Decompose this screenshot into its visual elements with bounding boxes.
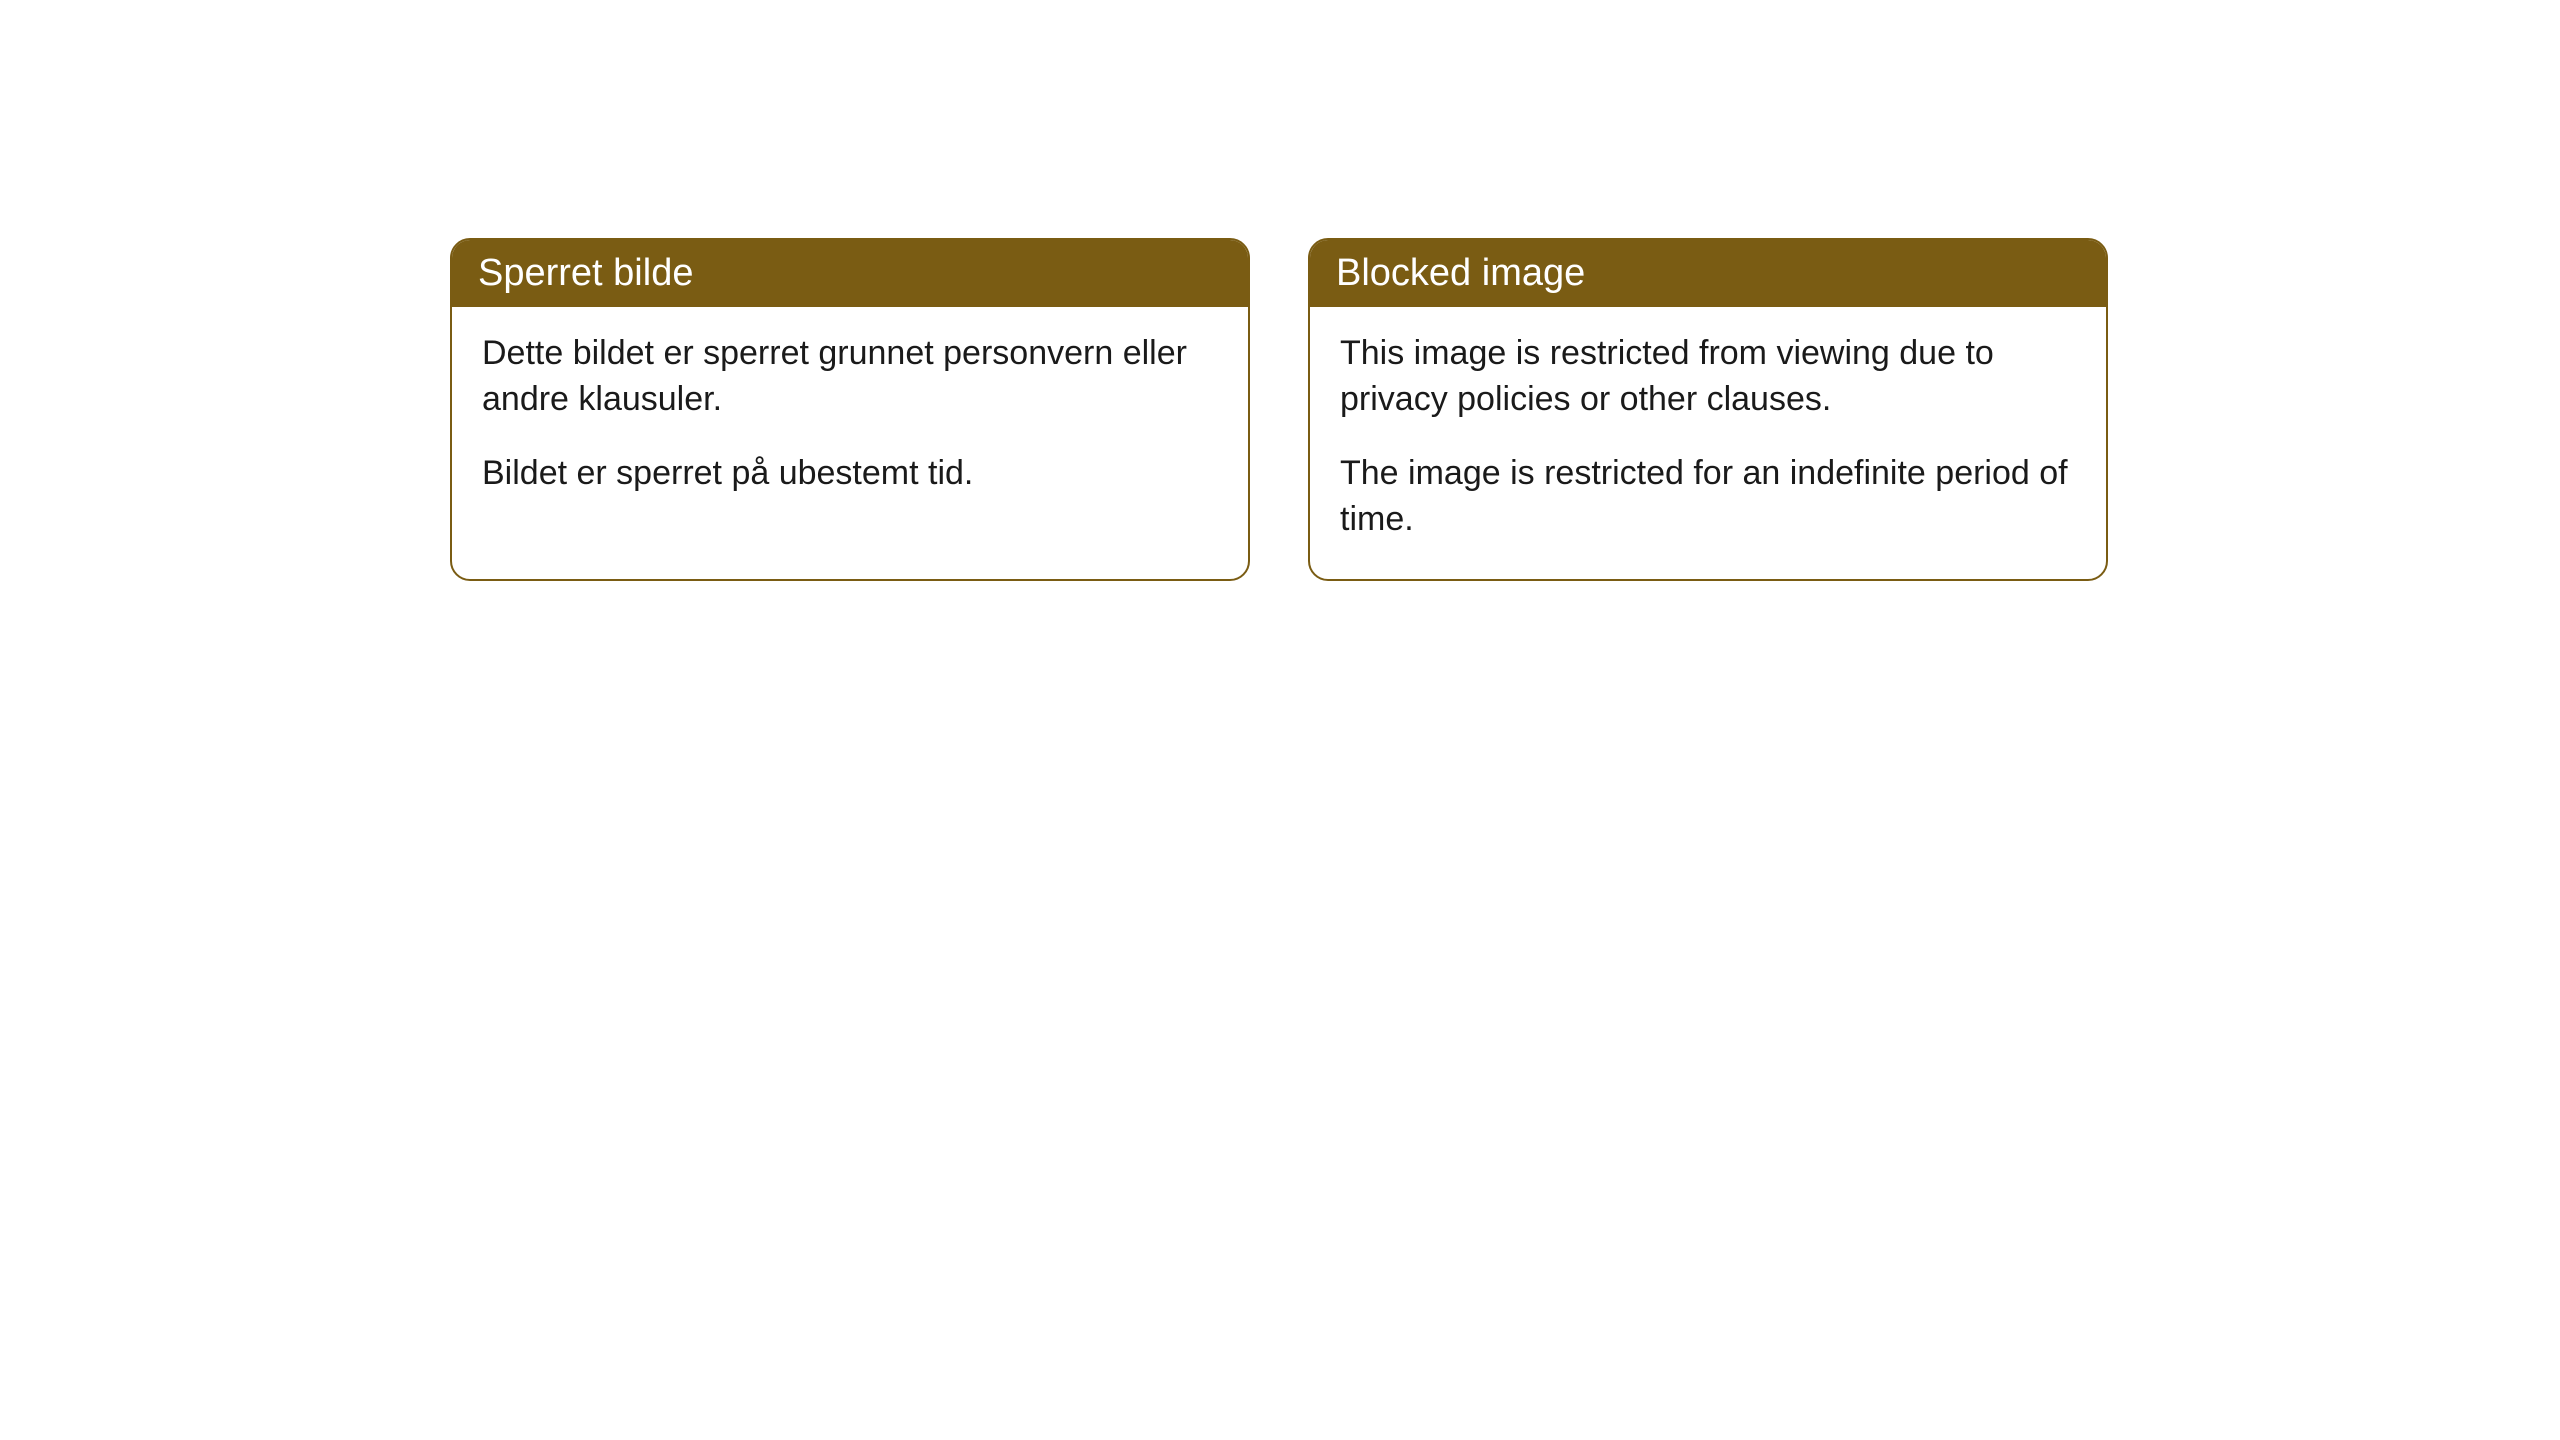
card-body: Dette bildet er sperret grunnet personve… bbox=[452, 307, 1248, 533]
card-title: Blocked image bbox=[1336, 252, 1585, 294]
notice-cards-container: Sperret bilde Dette bildet er sperret gr… bbox=[450, 238, 2560, 581]
card-paragraph: The image is restricted for an indefinit… bbox=[1340, 451, 2076, 543]
card-body: This image is restricted from viewing du… bbox=[1310, 307, 2106, 579]
blocked-image-card-norwegian: Sperret bilde Dette bildet er sperret gr… bbox=[450, 238, 1250, 581]
card-header: Blocked image bbox=[1310, 240, 2106, 307]
card-paragraph: Dette bildet er sperret grunnet personve… bbox=[482, 331, 1218, 423]
card-title: Sperret bilde bbox=[478, 252, 693, 294]
card-paragraph: This image is restricted from viewing du… bbox=[1340, 331, 2076, 423]
blocked-image-card-english: Blocked image This image is restricted f… bbox=[1308, 238, 2108, 581]
card-paragraph: Bildet er sperret på ubestemt tid. bbox=[482, 451, 1218, 497]
card-header: Sperret bilde bbox=[452, 240, 1248, 307]
